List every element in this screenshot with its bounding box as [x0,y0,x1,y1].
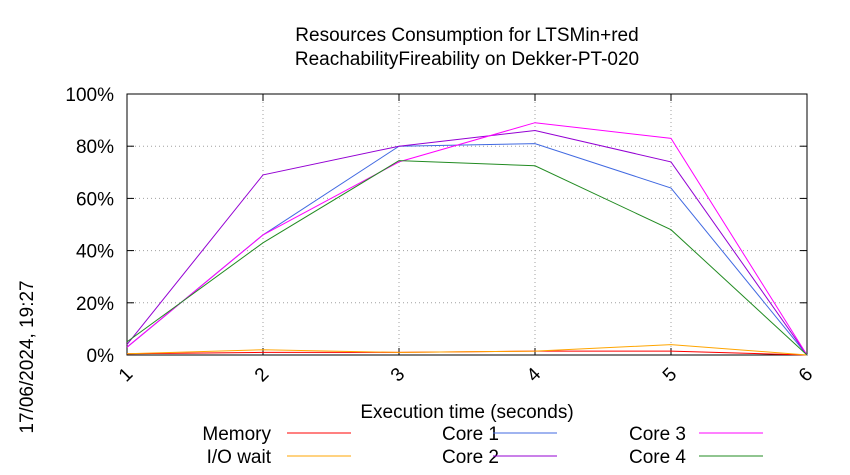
y-tick-label: 60% [76,189,114,210]
series-line-core-1 [126,143,808,356]
legend-label: Core 3 [629,424,686,445]
axis-ticks: 0% 20% 40% 60% 80% 100% 1 2 3 4 5 6 [65,85,817,386]
legend-label: Core 4 [629,447,686,468]
x-tick-label: 1 [115,364,137,386]
series-line-i-o-wait [126,344,808,356]
x-tick-label: 3 [387,364,409,386]
series-lines [126,122,808,356]
y-tick-label: 100% [65,85,114,106]
x-tick-label: 5 [659,364,681,386]
legend-label: Core 1 [442,424,499,445]
timestamp-label: 17/06/2024, 19:27 [17,280,38,433]
x-tick-label: 2 [251,364,273,386]
series-line-core-4 [126,160,808,356]
y-tick-label: 0% [87,346,115,367]
legend-label: Memory [202,424,271,445]
y-tick-label: 20% [76,294,114,315]
legend-label: Core 2 [442,447,499,468]
legend-label: I/O wait [207,447,272,468]
series-line-core-2 [126,129,808,356]
chart-title-line-1: Resources Consumption for LTSMin+red [295,25,638,46]
series-line-core-3 [126,122,808,356]
x-axis-label: Execution time (seconds) [360,402,573,423]
x-tick-label: 4 [523,364,546,387]
y-tick-label: 40% [76,242,114,263]
x-tick-label: 6 [795,364,817,386]
grid [127,94,807,355]
plot-border [126,93,808,356]
y-tick-label: 80% [76,137,114,158]
chart-title-line-2: ReachabilityFireability on Dekker-PT-020 [295,49,639,70]
